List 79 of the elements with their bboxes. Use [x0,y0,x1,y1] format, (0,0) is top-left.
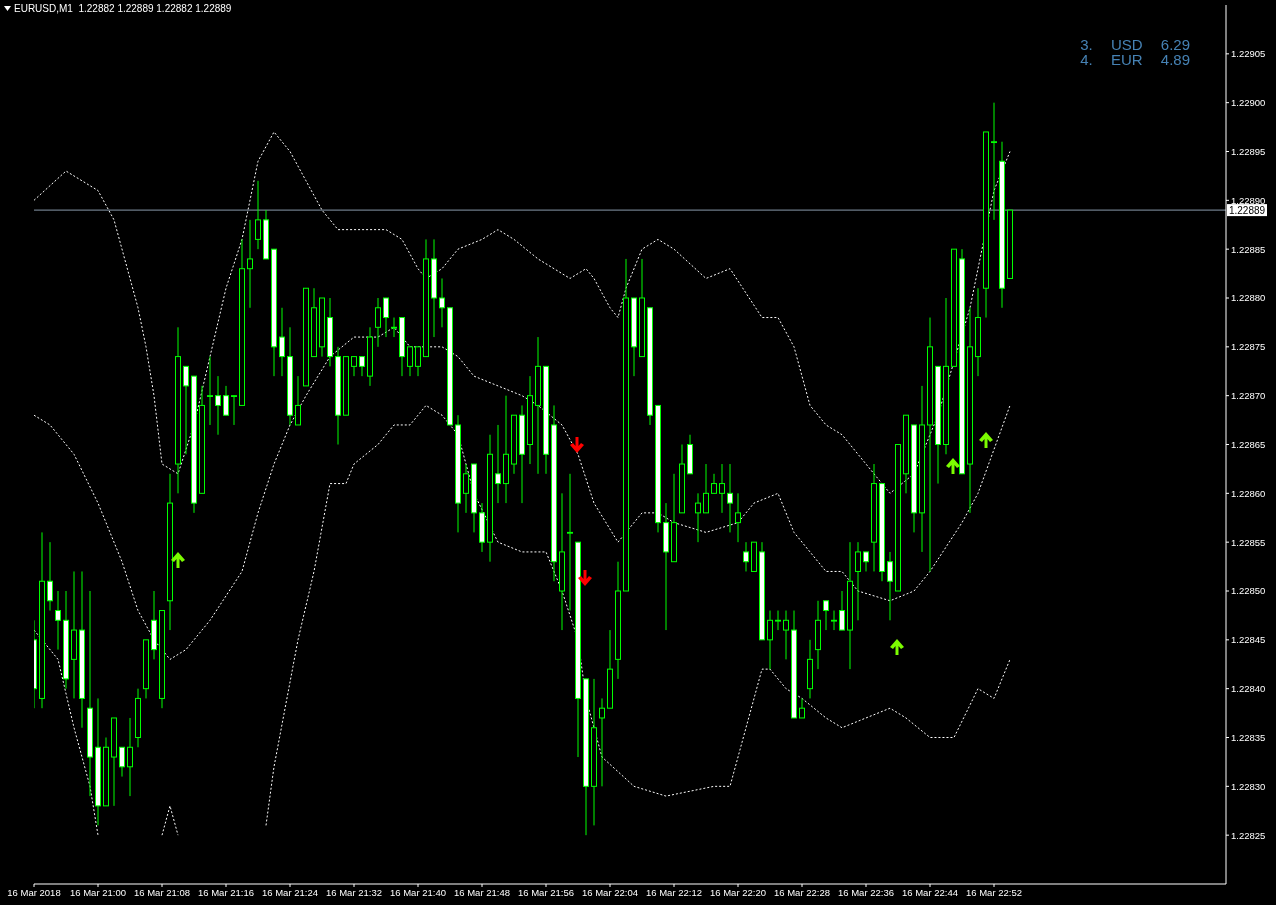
candlestick [991,102,997,221]
candlestick [127,717,133,797]
y-tick-label: 1.22885 [1231,243,1266,255]
candlestick [703,463,709,514]
candlestick [743,541,749,572]
x-tick-label: 16 Mar 21:00 [70,886,126,898]
candlestick [863,551,869,572]
candlestick [783,610,789,660]
candlestick [567,473,573,612]
x-tick-label: 16 Mar 22:28 [774,886,830,898]
candlestick [55,590,61,651]
candlestick [231,395,237,426]
candlestick [599,697,605,787]
x-tick-label: 16 Mar 22:12 [646,886,702,898]
candlestick [767,610,773,670]
x-tick-label: 16 Mar 22:04 [582,886,638,898]
candlestick [439,277,445,328]
candlestick [375,297,381,348]
candlestick [735,492,741,543]
x-tick-label: 16 Mar 21:56 [518,886,574,898]
x-tick-label: 16 Mar 21:24 [262,886,318,898]
x-tick-label: 16 Mar 22:36 [838,886,894,898]
x-tick-label: 16 Mar 21:32 [326,886,382,898]
candlestick [119,746,125,778]
chart-title: EURUSD,M1 1.22882 1.22889 1.22882 1.22889 [14,3,232,14]
candlestick [391,317,397,338]
annotation: 3. USD 6.29 [1080,36,1190,53]
candlestick [839,590,845,631]
candlestick [215,375,221,436]
candlestick [279,307,285,377]
candlestick [223,385,229,416]
x-tick-label: 16 Mar 22:20 [710,886,766,898]
x-tick-label: 16 Mar 22:52 [966,886,1022,898]
candlestick [711,473,717,494]
candlestick [831,610,837,631]
y-tick-label: 1.22895 [1231,145,1266,157]
y-tick-label: 1.22850 [1231,585,1266,597]
candlestick [247,219,253,309]
y-tick-label: 1.22900 [1231,97,1266,109]
y-tick-label: 1.22875 [1231,341,1266,353]
y-tick-label: 1.22905 [1231,48,1266,60]
candlestick [407,346,413,377]
annotation: 4. EUR 4.89 [1080,51,1190,68]
candlestick [775,610,781,631]
candlestick [415,346,421,377]
candlestick [823,600,829,631]
x-tick-label: 16 Mar 2018 [7,886,61,898]
candlestick [47,541,53,612]
candlestick [727,463,733,533]
candlestick [183,365,189,455]
x-tick-label: 16 Mar 22:44 [902,886,958,898]
candlestick [855,541,861,621]
x-tick-label: 16 Mar 21:16 [198,886,254,898]
candlestick [463,463,469,514]
x-tick-label: 16 Mar 21:48 [454,886,510,898]
y-tick-label: 1.22860 [1231,487,1266,499]
y-tick-label: 1.22865 [1231,438,1266,450]
candlestick [207,356,213,426]
y-tick-label: 1.22870 [1231,390,1266,402]
y-tick-label: 1.22845 [1231,634,1266,646]
candlestick [887,551,893,621]
candlestick [255,180,261,250]
candlestick [495,424,501,504]
candlestick [799,697,805,719]
y-tick-label: 1.22855 [1231,536,1266,548]
y-tick-label: 1.22890 [1231,194,1266,206]
candlestick [719,463,725,514]
x-tick-label: 16 Mar 21:40 [390,886,446,898]
y-tick-label: 1.22825 [1231,829,1266,841]
candlestick [695,492,701,543]
candlestick [295,375,301,426]
y-tick-label: 1.22840 [1231,683,1266,695]
candlestick [359,356,365,377]
y-tick-label: 1.22830 [1231,780,1266,792]
y-tick-label: 1.22835 [1231,731,1266,743]
x-tick-label: 16 Mar 21:08 [134,886,190,898]
ref-line-label: 1.22889 [1228,205,1266,217]
y-tick-label: 1.22880 [1231,292,1266,304]
candlestick [351,356,357,377]
